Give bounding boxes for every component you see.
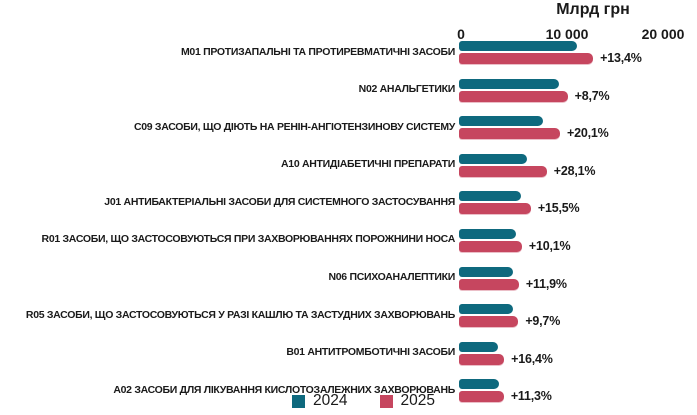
growth-label: +28,1% [553, 163, 596, 178]
chart-row: В01 АНТИТРОМБОТИЧНІ ЗАСОБИ +16,4% [0, 340, 697, 378]
bar-group: +10,1% [459, 228, 697, 253]
bar-2025 [459, 278, 519, 290]
chart-row: R05 ЗАСОБИ, ЩО ЗАСТОСОВУЮТЬСЯ У РАЗІ КАШ… [0, 302, 697, 340]
bar-2025 [459, 165, 547, 177]
bar-2025 [459, 316, 519, 328]
category-label: М01 ПРОТИЗАПАЛЬНІ ТА ПРОТИРЕВМАТИЧНІ ЗАС… [180, 45, 455, 58]
bar-2025 [459, 240, 522, 252]
chart-row: N02 АНАЛЬГЕТИКИ +8,7% [0, 77, 697, 115]
category-label: А10 АНТИДІАБЕТИЧНІ ПРЕПАРАТИ [281, 158, 455, 171]
bar-2024 [459, 228, 517, 239]
category-label: R01 ЗАСОБИ, ЩО ЗАСТОСОВУЮТЬСЯ ПРИ ЗАХВОР… [41, 233, 456, 246]
axis-tick-10000: 10 000 [545, 26, 589, 42]
bar-group: +20,1% [459, 116, 697, 140]
bar-2024 [459, 341, 498, 352]
category-label: J01 АНТИБАКТЕРІАЛЬНІ ЗАСОБИ ДЛЯ СИСТЕМНО… [104, 195, 455, 208]
bar-group: +28,1% [459, 153, 697, 178]
bar-2024 [459, 116, 544, 127]
chart-rows: М01 ПРОТИЗАПАЛЬНІ ТА ПРОТИРЕВМАТИЧНІ ЗАС… [0, 39, 697, 415]
bar-2025 [459, 203, 531, 215]
bar-2025 [459, 90, 568, 102]
chart-title: Млрд грн [556, 1, 630, 18]
axis-tick-20000: 20 000 [641, 26, 685, 42]
category-label: R05 ЗАСОБИ, ЩО ЗАСТОСОВУЮТЬСЯ У РАЗІ КАШ… [25, 308, 455, 321]
growth-label: +11,9% [525, 276, 567, 291]
chart-row: А02 ЗАСОБИ ДЛЯ ЛІКУВАННЯ КИСЛОТОЗАЛЕЖНИХ… [0, 377, 697, 415]
growth-label: +15,5% [537, 201, 580, 216]
chart-row: А10 АНТИДІАБЕТИЧНІ ПРЕПАРАТИ +28,1% [0, 152, 697, 190]
growth-label: +13,4% [600, 51, 642, 65]
chart-row: R01 ЗАСОБИ, ЩО ЗАСТОСОВУЮТЬСЯ ПРИ ЗАХВОР… [0, 227, 697, 265]
growth-label: +10,1% [528, 238, 571, 253]
bar-2024 [459, 191, 522, 202]
category-label: N02 АНАЛЬГЕТИКИ [358, 83, 456, 96]
bar-group: +16,4% [459, 341, 697, 366]
growth-label: +8,7% [574, 88, 610, 103]
growth-label: +20,1% [566, 126, 609, 141]
legend-swatch-2024-icon [292, 394, 306, 408]
bar-group: +15,5% [459, 191, 697, 215]
legend: 2024 2025 [15, 392, 697, 410]
category-label: А02 ЗАСОБИ ДЛЯ ЛІКУВАННЯ КИСЛОТОЗАЛЕЖНИХ… [113, 383, 455, 396]
bar-2025 [459, 391, 504, 403]
chart-row: С09 ЗАСОБИ, ЩО ДІЮТЬ НА РЕНІН-АНГІОТЕНЗИ… [0, 114, 697, 152]
bar-group: +8,7% [459, 78, 697, 103]
chart-row: М01 ПРОТИЗАПАЛЬНІ ТА ПРОТИРЕВМАТИЧНІ ЗАС… [0, 39, 697, 77]
bar-2024 [459, 266, 513, 277]
chart-row: N06 ПСИХОАНАЛЕПТИКИ +11,9% [0, 265, 697, 303]
legend-label-2024: 2024 [313, 392, 348, 409]
bar-2025 [459, 53, 594, 64]
category-label: В01 АНТИТРОМБОТИЧНІ ЗАСОБИ [286, 346, 455, 359]
x-axis: 0 10 000 20 000 [457, 26, 684, 44]
axis-tick-0: 0 [457, 26, 465, 42]
bar-2024 [459, 304, 514, 315]
bar-group: +13,4% [459, 41, 697, 65]
chart-row: J01 АНТИБАКТЕРІАЛЬНІ ЗАСОБИ ДЛЯ СИСТЕМНО… [0, 189, 697, 227]
category-label: С09 ЗАСОБИ, ЩО ДІЮТЬ НА РЕНІН-АНГІОТЕНЗИ… [133, 120, 455, 133]
growth-label: +9,7% [525, 314, 561, 329]
legend-item-2025: 2025 [379, 392, 435, 410]
bar-group: +11,3% [459, 379, 697, 403]
bar-2024 [459, 379, 500, 390]
category-label: N06 ПСИХОАНАЛЕПТИКИ [328, 271, 455, 284]
bar-2025 [459, 128, 560, 140]
bar-2025 [459, 353, 505, 365]
legend-label-2025: 2025 [400, 392, 435, 409]
bar-group: +9,7% [459, 304, 697, 328]
bar-group: +11,9% [459, 266, 697, 291]
growth-label: +11,3% [510, 389, 552, 404]
bar-2024 [459, 78, 559, 89]
growth-label: +16,4% [511, 351, 553, 366]
legend-swatch-2025-icon [379, 394, 393, 408]
bar-2024 [459, 41, 578, 51]
bar-2024 [459, 153, 528, 164]
legend-item-2024: 2024 [292, 392, 348, 410]
